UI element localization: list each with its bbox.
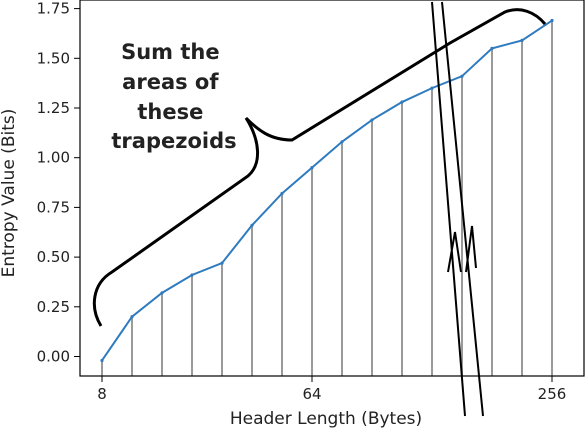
y-axis-ticks: 0.00 0.25 0.50 0.75 1.00 1.25 1.50 1.75 — [37, 0, 80, 366]
data-point — [490, 46, 494, 50]
y-tick-label: 0.25 — [37, 298, 70, 316]
x-tick-label: 8 — [97, 385, 107, 403]
data-point — [100, 358, 104, 363]
data-point — [520, 38, 524, 43]
data-point — [160, 291, 164, 295]
x-tick-label: 64 — [302, 385, 321, 403]
y-tick-label: 1.75 — [37, 0, 70, 18]
x-axis-ticks: 8 64 256 — [97, 376, 566, 403]
data-point — [280, 191, 284, 196]
data-point — [460, 74, 464, 78]
data-point — [310, 166, 314, 170]
y-axis-label: Entropy Value (Bits) — [0, 109, 19, 278]
plot-frame — [79, 0, 585, 377]
annotation-line-3: these — [137, 100, 203, 124]
data-point — [130, 315, 134, 319]
annotation-line-1: Sum the — [121, 40, 220, 64]
x-axis-label: Header Length (Bytes) — [230, 409, 422, 429]
y-tick-label: 1.25 — [37, 99, 70, 117]
trapezoid-edges — [101, 20, 553, 376]
data-point — [340, 140, 344, 144]
y-tick-label: 0.75 — [37, 198, 70, 216]
y-tick-label: 1.50 — [37, 49, 70, 67]
annotation-line-2: areas of — [122, 70, 219, 94]
data-point — [190, 273, 194, 277]
data-point — [220, 261, 224, 265]
entropy-series-line — [101, 19, 553, 362]
data-point — [400, 100, 404, 104]
axis-break-mark — [431, 1, 484, 417]
y-tick-label: 0.50 — [37, 248, 70, 266]
annotation-line-4: trapezoids — [111, 129, 236, 153]
x-tick-label: 256 — [538, 385, 567, 403]
data-point — [550, 18, 554, 23]
data-point — [250, 223, 254, 227]
data-point — [370, 118, 374, 122]
y-tick-label: 0.00 — [37, 348, 70, 366]
y-tick-label: 1.00 — [37, 149, 70, 167]
data-point — [430, 86, 434, 90]
annotation-text: Sum the areas of these trapezoids — [111, 40, 236, 153]
entropy-series-points — [100, 18, 554, 363]
annotation-brace — [92, 8, 547, 327]
